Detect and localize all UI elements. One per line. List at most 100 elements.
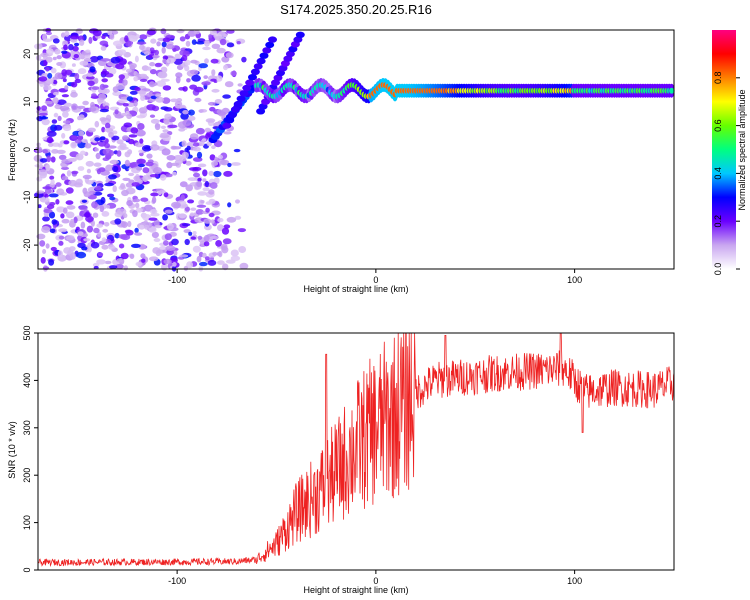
spectrogram-cell xyxy=(61,176,69,181)
spectrogram-cell xyxy=(202,178,207,183)
spectrogram-cell xyxy=(225,52,234,59)
spectrogram-cell xyxy=(210,78,217,82)
colorbar-ticks: 0.0 0.2 0.4 0.6 0.8 xyxy=(713,72,740,275)
spectrogram-cell xyxy=(215,240,223,247)
spectrogram-streak-cell xyxy=(245,79,255,86)
spectrogram-cell xyxy=(205,201,212,205)
spectrogram-cell xyxy=(141,65,149,71)
spectrogram-cell xyxy=(109,159,120,165)
spectrogram-cell xyxy=(36,142,41,147)
spectrogram-cell xyxy=(67,157,77,162)
spectrogram-cell xyxy=(181,140,187,147)
spectrogram-cell xyxy=(190,207,197,211)
spectrogram-cell xyxy=(91,93,97,97)
spectrogram-cell xyxy=(155,249,161,257)
spectrogram-cell xyxy=(108,131,114,138)
spectrogram-cell xyxy=(134,232,143,236)
spectrogram-cell xyxy=(221,107,230,114)
spectrogram-cell xyxy=(65,187,74,194)
snr-y-tick-label: 200 xyxy=(22,468,32,483)
spectrogram-cell xyxy=(239,262,249,270)
spectrogram-cell xyxy=(99,205,105,213)
spectrogram-cell xyxy=(189,133,199,140)
spectrogram-cell xyxy=(139,78,148,82)
spectrogram-cell xyxy=(181,223,191,227)
spectrogram-streak-cell xyxy=(276,69,285,77)
spectrogram-cell xyxy=(185,160,192,166)
spectrogram-cell xyxy=(61,166,69,170)
spectrogram-cell xyxy=(139,44,145,51)
spectrogram-cell xyxy=(160,132,169,136)
spectrogram-cell xyxy=(40,257,46,264)
spectrogram-cell xyxy=(112,86,119,93)
spectrogram-x-tick-label: 100 xyxy=(567,275,582,285)
spectrogram-cell xyxy=(101,34,106,40)
spectrogram-cell xyxy=(196,255,202,263)
spectrogram-cell xyxy=(99,108,109,113)
spectrogram-cell xyxy=(90,101,95,109)
spectrogram-cell xyxy=(163,107,173,112)
spectrogram-streak-cell xyxy=(230,106,240,113)
spectrogram-cell xyxy=(52,38,60,44)
spectrogram-cell xyxy=(217,224,224,232)
spectrogram-cell xyxy=(48,211,56,219)
spectrogram-cell xyxy=(172,262,177,267)
spectrogram-cell xyxy=(56,149,66,154)
spectrogram-cell xyxy=(175,72,183,78)
spectrogram-cell xyxy=(120,252,129,260)
spectrogram-cell xyxy=(115,264,124,269)
snr-y-label: SNR (10 * v/v) xyxy=(7,421,17,479)
spectrogram-streak-cell xyxy=(283,55,293,62)
spectrogram-cell xyxy=(194,86,204,93)
spectrogram-cell xyxy=(139,138,144,144)
spectrogram-cell xyxy=(219,38,227,46)
spectrogram-cell xyxy=(52,79,58,85)
spectrogram-cell xyxy=(118,74,126,80)
spectrogram-cell xyxy=(204,256,210,261)
spectrogram-cell xyxy=(122,103,129,107)
spectrogram-cell xyxy=(137,90,147,95)
spectrogram-cell xyxy=(197,177,202,182)
chart-title: S174.2025.350.20.25.R16 xyxy=(280,2,432,17)
spectrogram-cell xyxy=(164,233,172,241)
spectrogram-cell xyxy=(108,245,116,250)
spectrogram-cell xyxy=(77,231,84,237)
spectrogram-cell xyxy=(85,160,95,167)
spectrogram-cell xyxy=(191,39,197,45)
spectrogram-cell xyxy=(134,227,139,234)
spectrogram-cell xyxy=(190,59,198,64)
spectrogram-cell xyxy=(81,246,88,251)
spectrogram-cell xyxy=(83,191,91,198)
spectrogram-cell xyxy=(120,146,129,150)
spectrogram-cell xyxy=(108,174,117,180)
spectrogram-cell xyxy=(200,139,205,147)
spectrogram-cell xyxy=(82,233,88,237)
spectrogram-cell xyxy=(144,224,150,230)
spectrogram-cell xyxy=(163,258,172,265)
spectrogram-cell xyxy=(173,250,178,256)
spectrogram-cell xyxy=(121,221,128,229)
spectrogram-cell xyxy=(94,77,99,84)
spectrogram-cell xyxy=(63,44,68,51)
spectrogram-cell xyxy=(107,61,115,67)
spectrogram-cell xyxy=(180,112,189,120)
spectrogram-cell xyxy=(152,167,163,175)
spectrogram-cell xyxy=(154,62,162,68)
spectrogram-cell xyxy=(178,213,187,219)
spectrogram-cell xyxy=(220,159,230,166)
spectrogram-cell xyxy=(140,197,149,202)
spectrogram-cell xyxy=(70,252,76,260)
spectrogram-streak-cell xyxy=(271,79,280,86)
spectrogram-cell xyxy=(138,73,148,78)
spectrogram-cell xyxy=(86,168,91,174)
spectrogram-cell xyxy=(138,149,144,154)
spectrogram-cell xyxy=(133,175,140,181)
spectrogram-cell xyxy=(107,193,115,198)
spectrogram-cell xyxy=(53,112,59,118)
spectrogram-cell xyxy=(105,204,111,209)
spectrogram-cell xyxy=(155,96,164,103)
spectrogram-cell xyxy=(204,58,209,64)
spectrogram-cell xyxy=(192,142,200,147)
spectrogram-cell xyxy=(65,211,75,219)
spectrogram-cell xyxy=(63,140,70,145)
